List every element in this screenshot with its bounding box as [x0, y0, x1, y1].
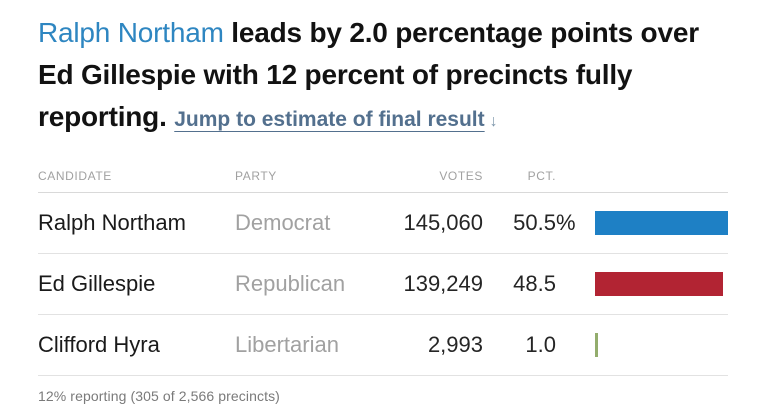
results-table: Candidate Party Votes Pct. Ralph Northam…	[38, 159, 728, 376]
pct-number: 48.5	[513, 271, 556, 296]
bar-cell	[575, 333, 728, 357]
votes-value: 145,060	[403, 210, 483, 235]
pct-value: 48.5	[483, 271, 575, 297]
votes-value: 2,993	[427, 332, 483, 357]
jump-to-estimate-link[interactable]: Jump to estimate of final result	[174, 108, 485, 131]
bar-cell	[575, 211, 728, 235]
result-bar	[595, 211, 728, 235]
headline-candidate-name: Ralph Northam	[38, 17, 224, 48]
result-bar	[595, 272, 723, 296]
pct-number: 1.0	[525, 332, 556, 357]
votes-value: 139,249	[403, 271, 483, 296]
party-label: Democrat	[235, 210, 331, 235]
header-pct: Pct.	[527, 169, 556, 183]
table-header-row: Candidate Party Votes Pct.	[38, 159, 728, 193]
table-row: Ralph Northam Democrat 145,060 50.5%	[38, 193, 728, 254]
election-results-module: Ralph Northam leads by 2.0 percentage po…	[38, 12, 741, 404]
table-row: Clifford Hyra Libertarian 2,993 1.0	[38, 315, 728, 376]
pct-suffix: %	[556, 210, 576, 235]
pct-value: 50.5%	[483, 210, 575, 236]
candidate-name: Clifford Hyra	[38, 332, 160, 357]
reporting-note: 12% reporting (305 of 2,566 precincts)	[38, 388, 280, 404]
table-row: Ed Gillespie Republican 139,249 48.5	[38, 254, 728, 315]
headline: Ralph Northam leads by 2.0 percentage po…	[38, 12, 741, 143]
pct-number: 50.5	[513, 210, 556, 235]
pct-suffix	[556, 271, 575, 297]
party-label: Libertarian	[235, 332, 339, 357]
header-candidate: Candidate	[38, 169, 112, 183]
header-party: Party	[235, 169, 277, 183]
bar-cell	[575, 272, 728, 296]
pct-value: 1.0	[483, 332, 575, 358]
candidate-name: Ed Gillespie	[38, 271, 156, 296]
candidate-name: Ralph Northam	[38, 210, 186, 235]
result-bar	[595, 333, 598, 357]
down-arrow-icon: ↓	[489, 113, 498, 130]
pct-suffix	[556, 332, 575, 358]
headline-text: leads by 2.0 percentage points over Ed G…	[38, 17, 699, 132]
header-votes: Votes	[439, 169, 483, 183]
party-label: Republican	[235, 271, 346, 296]
